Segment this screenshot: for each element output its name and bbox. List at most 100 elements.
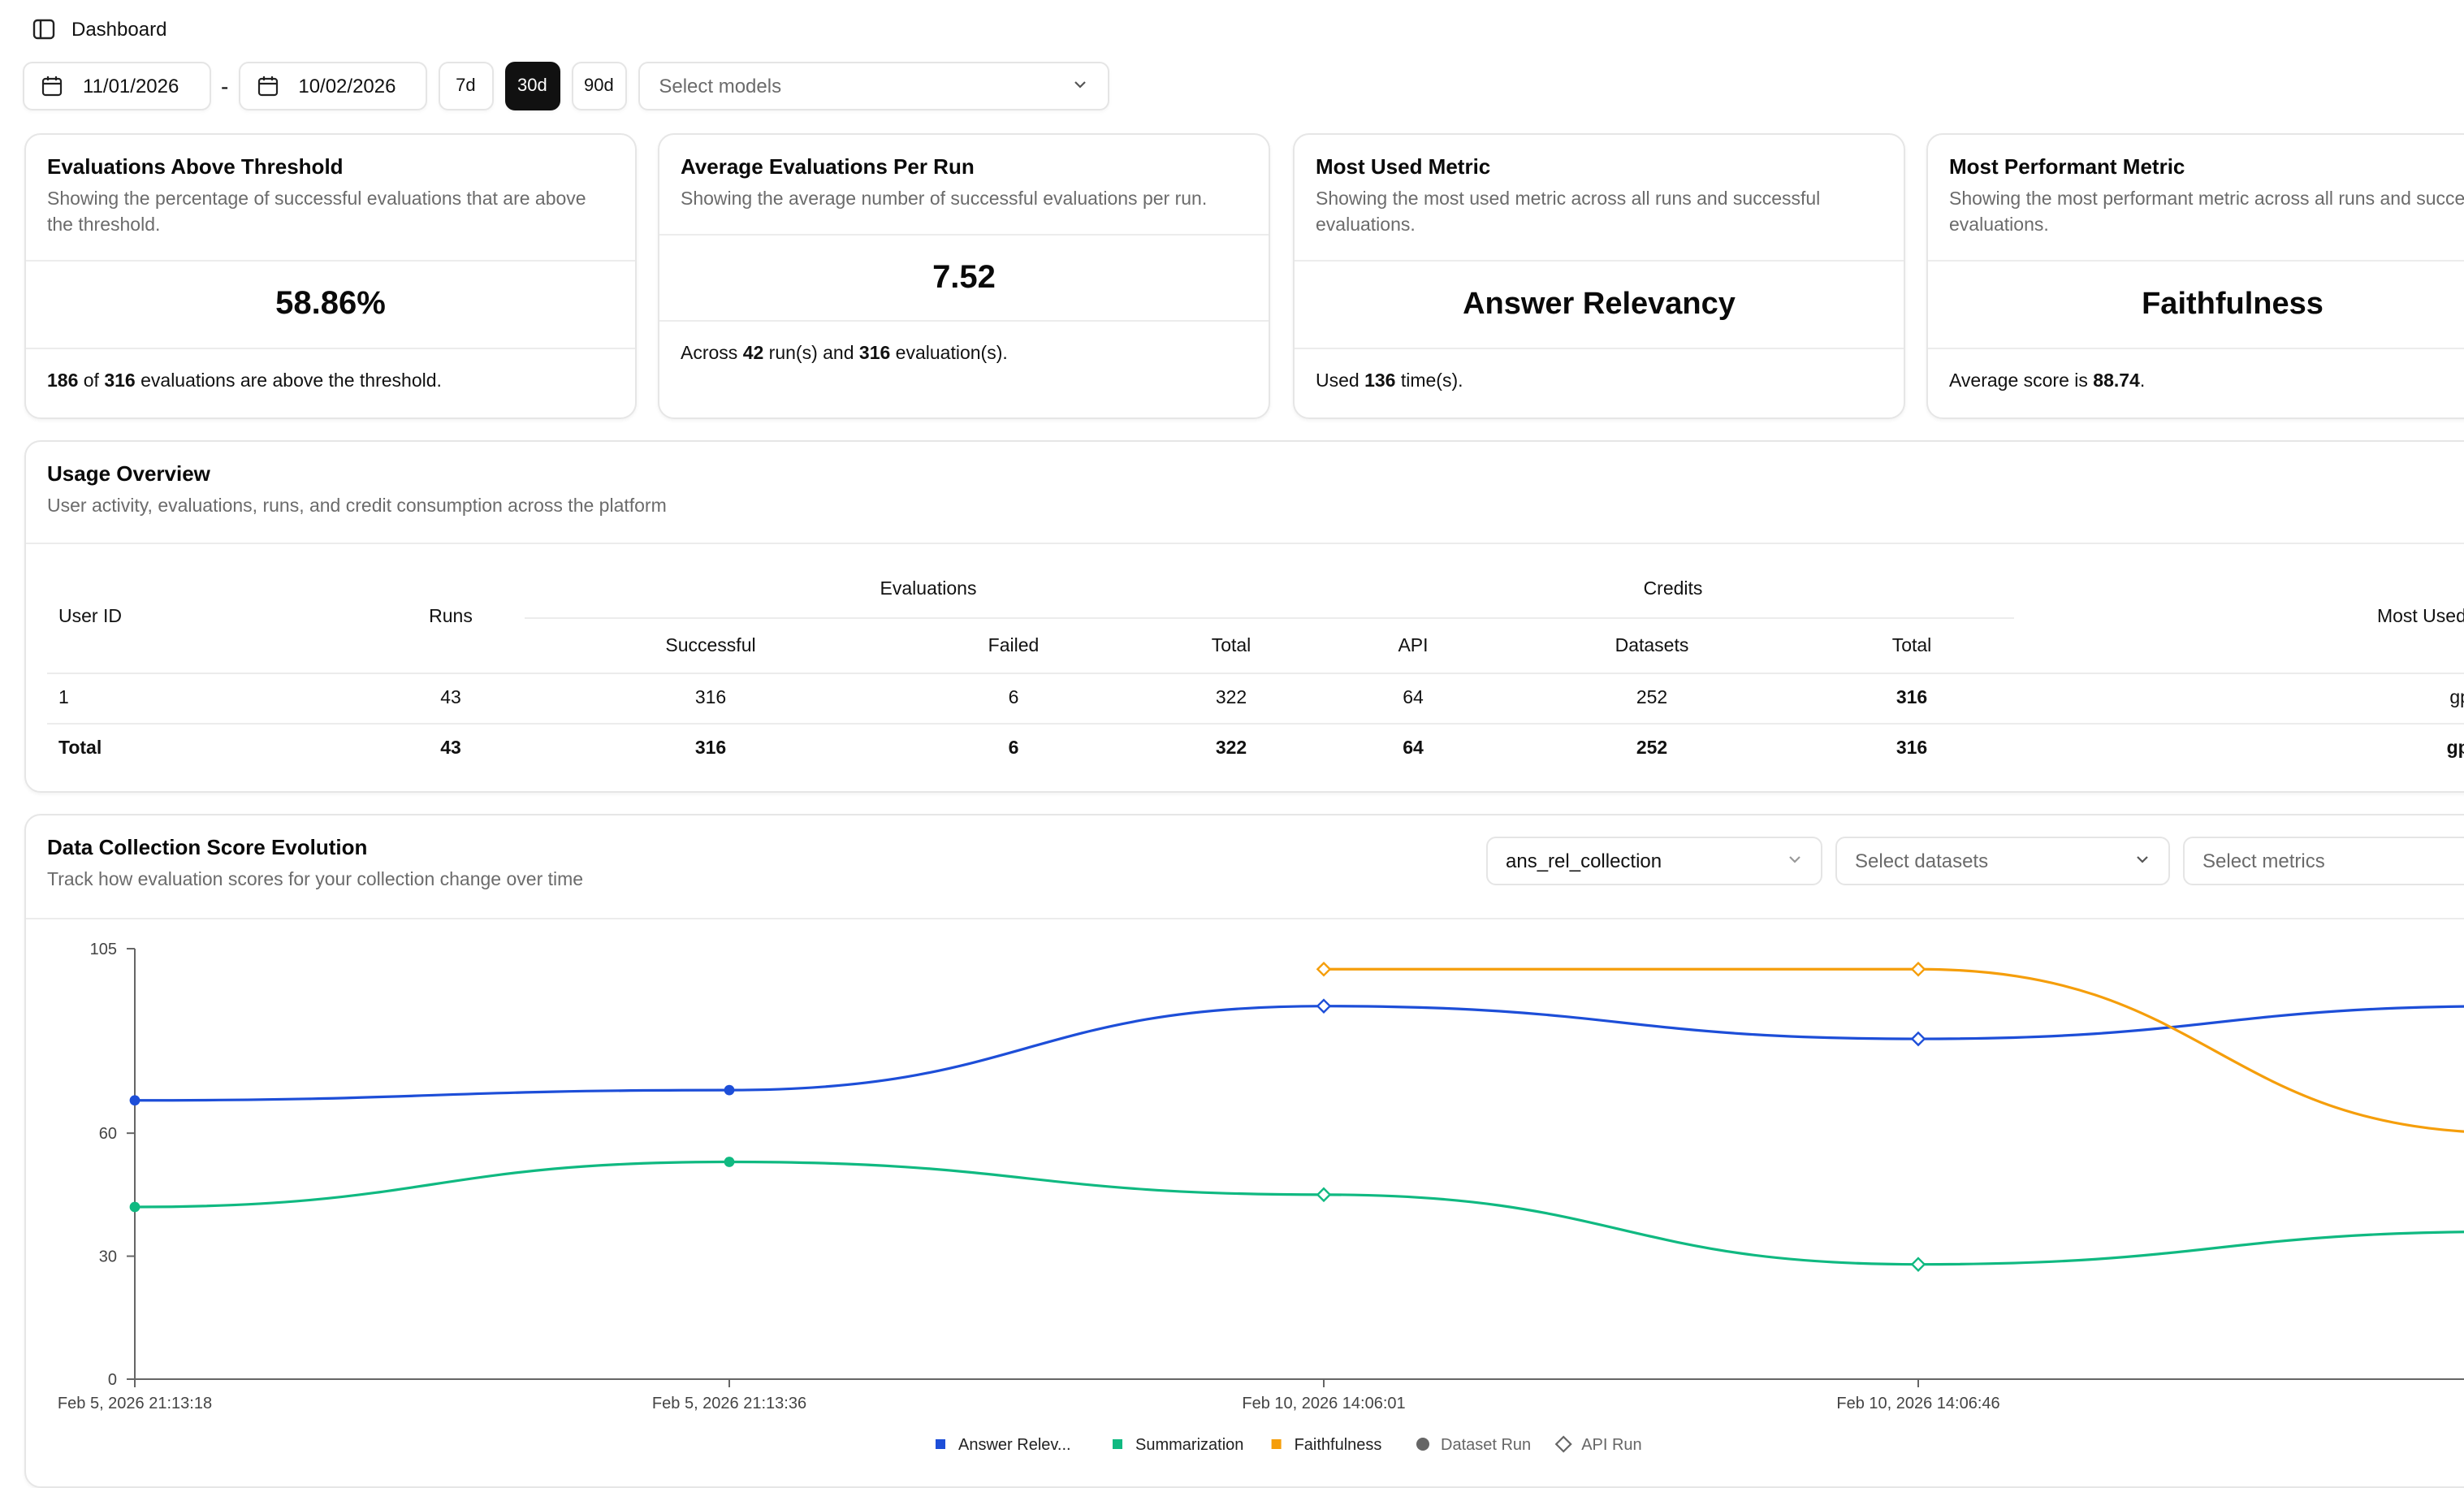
col-header-user-id: User ID [47,562,258,674]
legend-label: Faithfulness [1295,1436,1382,1454]
data-point [1910,1031,1926,1047]
y-tick-label: 30 [99,1248,117,1266]
x-tick-label: Feb 10, 2026 14:06:46 [1836,1395,1999,1412]
cell-credit-total: 316 [1896,739,1928,759]
stat-card-footer: Average score is 88.74. [1949,372,2146,391]
usage-table: User ID Runs Evaluations Credits Most Us… [47,562,2464,773]
data-point [129,1095,140,1106]
stat-card-footer: Used 136 time(s). [1316,372,1463,391]
usage-overview-title: Usage Overview [47,461,210,486]
col-header-api: API [1332,618,1494,674]
stat-card-threshold: Evaluations Above Threshold Showing the … [24,133,637,419]
calendar-icon [41,75,63,97]
cell-llm: gpt-4.1 [2446,739,2464,759]
col-header-datasets: Datasets [1494,618,1809,674]
x-tick-label: Feb 10, 2026 14:06:01 [1242,1395,1405,1412]
col-header-evaluations: Evaluations [525,562,1332,619]
start-date-picker[interactable]: 11/01/2026 [23,62,211,110]
col-header-failed: Failed [897,618,1130,674]
stat-card-description: Showing the percentage of successful eva… [47,190,586,236]
stat-card-value: 58.86% [275,286,386,322]
range-7d-button[interactable]: 7d [438,62,494,110]
series-line [134,1005,2464,1102]
legend-label: Dataset Run [1441,1436,1531,1454]
cell-user-id: Total [58,739,102,759]
models-select[interactable]: Select models [638,62,1109,110]
data-point [1316,998,1332,1014]
cell-datasets: 252 [1636,739,1668,759]
range-90d-button[interactable]: 90d [571,62,627,110]
legend-swatch [1416,1438,1429,1451]
datasets-select-placeholder: Select datasets [1855,850,1989,872]
cell-api: 64 [1403,739,1424,759]
cell-credit-total: 316 [1809,673,2014,725]
cell-successful: 316 [525,673,897,725]
stat-card-most-used-metric: Most Used Metric Showing the most used m… [1293,133,1905,419]
cell-llm: gpt-4.1 [2014,673,2464,725]
score-evolution-chart: 0 30 60 105 Feb 5, 2026 21:13:18 Feb 5, 2026 … [58,941,2464,1454]
data-point [1910,961,1926,977]
stat-card-title: Most Performant Metric [1949,154,2185,179]
chevron-down-icon [1071,75,1087,97]
stat-card-most-performant-metric: Most Performant Metric Showing the most … [1926,133,2464,419]
y-tick-label: 0 [108,1371,117,1389]
score-evolution-title: Data Collection Score Evolution [47,835,368,859]
stat-card-footer: 186 of 316 evaluations are above the thr… [47,372,442,391]
end-date-picker[interactable]: 10/02/2026 [238,62,427,110]
date-filter-bar: 11/01/2026 - 10/02/2026 7d 30d 90d Selec… [23,62,1109,110]
legend-swatch [1271,1439,1282,1449]
y-tick-label: 105 [90,941,117,958]
col-header-credits: Credits [1332,562,2014,619]
legend-swatch [1554,1435,1572,1453]
data-point [1316,1187,1332,1203]
cell-failed: 6 [897,673,1130,725]
range-30d-button[interactable]: 30d [504,62,560,110]
models-select-placeholder: Select models [659,75,782,97]
calendar-icon [256,75,279,97]
data-point [724,1157,735,1167]
stat-card-value: Faithfulness [2142,288,2324,322]
top-bar: Dashboard [0,0,2464,58]
stat-card-footer: Across 42 run(s) and 316 evaluation(s). [681,344,1008,364]
x-tick-label: Feb 5, 2026 21:13:18 [58,1395,212,1412]
page-title: Dashboard [71,18,167,41]
collection-select[interactable]: ans_rel_collection [1486,837,1822,885]
cell-user-id: 1 [47,673,258,725]
stat-card-title: Evaluations Above Threshold [47,154,344,179]
metrics-select[interactable]: Select metrics [2183,837,2464,885]
metrics-select-placeholder: Select metrics [2202,850,2325,872]
end-date-value: 10/02/2026 [298,75,396,97]
col-header-credit-total: Total [1809,618,2014,674]
chart-filter-group: ans_rel_collection Select datasets Selec… [1473,837,2464,885]
col-header-runs: Runs [258,562,525,674]
start-date-value: 11/01/2026 [83,75,179,97]
x-tick-label: Feb 5, 2026 21:13:36 [652,1395,806,1412]
table-row: 1 43 316 6 322 64 252 316 gpt-4.1 [47,673,2464,725]
cell-eval-total: 322 [1215,739,1247,759]
series-line [134,1160,2464,1266]
cell-runs: 43 [258,673,525,725]
data-point [724,1084,735,1096]
cell-api: 64 [1332,673,1494,725]
col-header-successful: Successful [525,618,897,674]
score-evolution-card: Data Collection Score Evolution Track ho… [24,814,2464,1488]
col-header-eval-total: Total [1130,618,1332,674]
chevron-down-icon [2134,850,2151,872]
datasets-select[interactable]: Select datasets [1835,837,2170,885]
stat-card-value: 7.52 [932,260,996,296]
legend-swatch [936,1439,945,1449]
sidebar-toggle-icon[interactable] [31,16,57,42]
date-separator: - [221,73,229,99]
data-point [129,1201,140,1213]
cell-runs: 43 [440,739,461,759]
cell-eval-total: 322 [1130,673,1332,725]
chevron-down-icon [1787,850,1803,872]
stat-card-title: Most Used Metric [1316,154,1491,179]
cell-datasets: 252 [1494,673,1809,725]
cell-successful: 316 [694,739,727,759]
table-total-row: Total 43 316 6 322 64 252 316 gpt-4.1 [47,724,2464,773]
series-line [1324,967,2464,1133]
stat-card-value: Answer Relevancy [1463,288,1736,322]
collection-select-value: ans_rel_collection [1506,850,1662,872]
